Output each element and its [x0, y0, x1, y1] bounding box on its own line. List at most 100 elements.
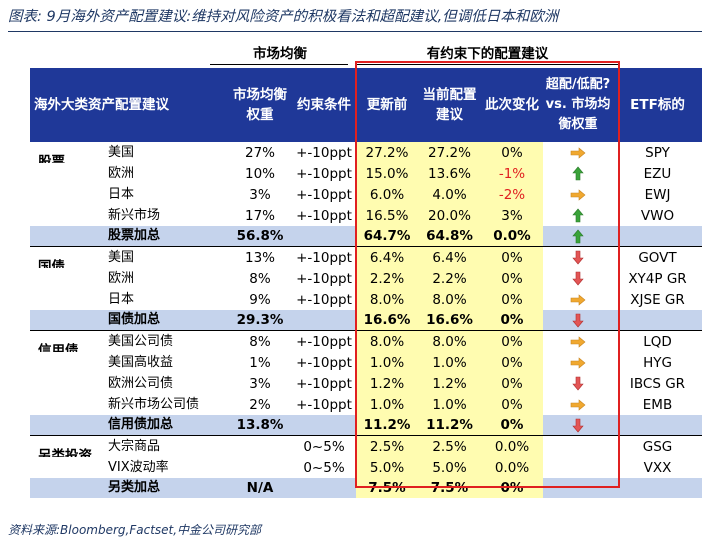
table-row: VIX波动率 0~5% 5.0% 5.0% 0.0% VXX — [30, 457, 702, 479]
header-overweight: 超配/低配? vs. 市场均衡权重 — [543, 68, 613, 142]
table-row: 另类投资 大宗商品 0~5% 2.5% 2.5% 0.0% GSG — [30, 435, 702, 458]
table-row: 日本 9% +-10ppt 8.0% 8.0% 0% XJSE GR — [30, 289, 702, 311]
overweight-cell — [543, 330, 613, 353]
etf-cell: SPY — [645, 144, 670, 161]
subtotal-row: 另类加总 N/A 7.5% 7.5% 0% — [30, 478, 702, 499]
asset-name: 欧洲 — [108, 166, 135, 181]
current-cell: 1.0% — [418, 352, 481, 374]
etf-cell — [613, 478, 702, 499]
table-row: 欧洲 8% +-10ppt 2.2% 2.2% 0% XY4P GR — [30, 268, 702, 290]
change-cell: 0% — [481, 373, 543, 395]
asset-name: 美国 — [108, 250, 135, 266]
current-cell: 5.0% — [418, 457, 481, 479]
table-row: 信用债 美国公司债 8% +-10ppt 8.0% 8.0% 0% LQD — [30, 330, 702, 353]
group-label-market: 市场均衡 — [253, 46, 307, 62]
market-weight-cell — [228, 457, 292, 478]
etf-cell: HYG — [643, 354, 672, 371]
before-cell: 64.7% — [356, 226, 418, 247]
row-label-cell: 欧洲 — [30, 163, 228, 184]
row-label-cell: 美国高收益 — [30, 352, 228, 373]
market-weight-cell: 3% — [249, 186, 271, 203]
up-green-arrow-icon — [543, 166, 613, 181]
constraint-cell: +-10ppt — [296, 396, 352, 413]
before-cell: 16.6% — [356, 310, 418, 331]
change-cell: 0% — [481, 246, 543, 269]
constraint-cell — [292, 226, 356, 247]
header-before: 更新前 — [356, 68, 418, 142]
constraint-cell: +-10ppt — [296, 354, 352, 371]
change-cell: 0% — [481, 289, 543, 311]
right-orange-arrow-icon — [543, 357, 613, 369]
row-label-cell: 新兴市场公司债 — [30, 394, 228, 415]
asset-name: 大宗商品 — [108, 439, 161, 455]
constraint-cell: +-10ppt — [292, 330, 356, 353]
current-cell: 20.0% — [418, 205, 481, 226]
change-cell: 0% — [481, 330, 543, 353]
header-current: 当前配置建议 — [418, 68, 481, 142]
market-weight-cell: 8% — [228, 330, 292, 353]
etf-cell: XJSE GR — [630, 291, 685, 308]
market-weight-cell: 9% — [249, 291, 271, 308]
overweight-cell — [543, 478, 613, 499]
market-weight-cell: 56.8% — [228, 226, 292, 247]
row-label-cell: 日本 — [30, 289, 228, 310]
group-line-market — [210, 64, 348, 65]
asset-name: 美国 — [108, 145, 135, 160]
table-row: 新兴市场 17% +-10ppt 16.5% 20.0% 3% VWO — [30, 205, 702, 226]
subtotal-label: 股票加总 — [30, 226, 228, 247]
before-cell: 8.0% — [356, 289, 418, 311]
subtotal-label: 另类加总 — [30, 478, 228, 499]
market-weight-cell: 13.8% — [228, 415, 292, 436]
change-cell: 0.0% — [481, 457, 543, 479]
row-label-cell: VIX波动率 — [30, 457, 228, 478]
etf-cell: LQD — [613, 330, 702, 353]
overweight-cell — [543, 457, 613, 478]
overweight-cell — [543, 394, 613, 415]
before-cell: 15.0% — [356, 163, 418, 184]
overweight-cell — [543, 205, 613, 226]
market-weight-cell: 10% — [244, 165, 275, 182]
header-constraint: 约束条件 — [292, 68, 356, 142]
constraint-cell: +-10ppt — [296, 186, 352, 203]
market-weight-cell: 1% — [249, 354, 271, 371]
row-label-cell: 另类投资 大宗商品 — [30, 435, 228, 458]
row-label-cell: 信用债 美国公司债 — [30, 330, 228, 353]
up-green-arrow-icon — [543, 208, 613, 223]
asset-name: 欧洲公司债 — [108, 376, 174, 392]
overweight-cell — [543, 142, 613, 163]
header-category: 海外大类资产配置建议 — [30, 68, 228, 142]
market-weight-cell: N/A — [228, 478, 292, 499]
overweight-cell — [543, 246, 613, 269]
etf-cell: GSG — [613, 435, 702, 458]
before-cell: 1.0% — [356, 352, 418, 374]
etf-cell: IBCS GR — [629, 375, 686, 392]
current-cell: 6.4% — [418, 246, 481, 269]
row-label-cell: 欧洲公司债 — [30, 373, 228, 394]
category-label: 国债 — [38, 259, 65, 269]
subtotal-row: 股票加总 56.8% 64.7% 64.8% 0.0% — [30, 226, 702, 247]
subtotal-row: 信用债加总 13.8% 11.2% 11.2% 0% — [30, 415, 702, 436]
market-weight-cell: 2% — [249, 396, 271, 413]
before-cell: 6.0% — [356, 184, 418, 205]
current-cell: 13.6% — [418, 163, 481, 184]
header-market-weight: 市场均衡权重 — [228, 68, 292, 142]
change-cell: 0.0% — [481, 435, 543, 458]
constraint-cell — [292, 478, 356, 499]
overweight-cell — [543, 373, 613, 394]
change-cell: 3% — [481, 205, 543, 226]
constraint-cell: +-10ppt — [296, 207, 352, 224]
etf-cell: VWO — [640, 207, 675, 224]
etf-cell — [613, 415, 702, 436]
row-label-cell: 新兴市场 — [30, 205, 228, 226]
current-cell: 16.6% — [418, 310, 481, 331]
constraint-cell: +-10ppt — [292, 246, 356, 269]
before-cell: 11.2% — [356, 415, 418, 436]
table-row: 美国高收益 1% +-10ppt 1.0% 1.0% 0% HYG — [30, 352, 702, 374]
right-orange-arrow-icon — [543, 146, 613, 159]
overweight-cell — [543, 435, 613, 458]
asset-name: 美国公司债 — [108, 334, 174, 350]
header-row: 海外大类资产配置建议 市场均衡权重 约束条件 更新前 当前配置建议 此次变化 超… — [30, 68, 702, 142]
change-cell: 0% — [481, 478, 543, 499]
constraint-cell: +-10ppt — [296, 375, 352, 392]
constraint-cell: +-10ppt — [296, 270, 352, 287]
